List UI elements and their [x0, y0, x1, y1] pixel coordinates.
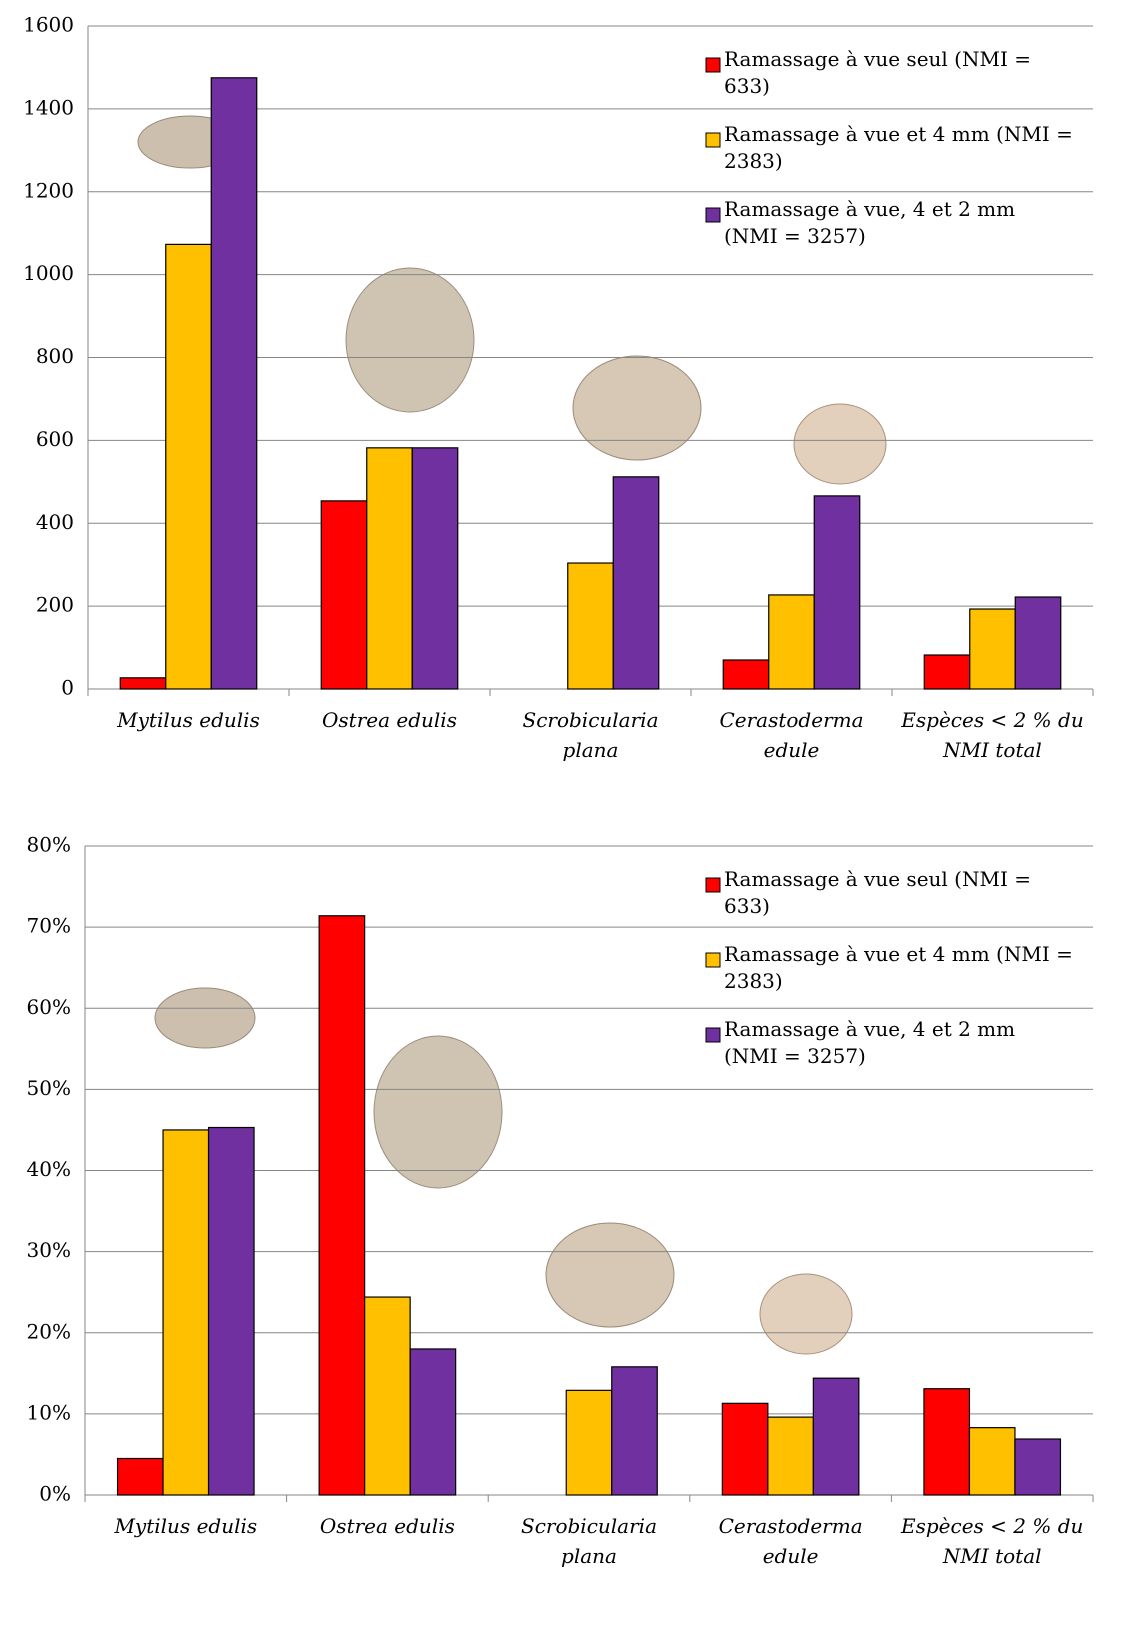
y-tick-label: 1600	[23, 13, 74, 37]
bar	[210, 77, 258, 690]
bar	[767, 1416, 814, 1496]
x-tick-label: Cerastoderma edule	[718, 1514, 863, 1568]
legend-label: Ramassage à vue seul (NMI = 633)	[724, 867, 1031, 918]
bar	[162, 1129, 210, 1496]
legend-label: Ramassage à vue, 4 et 2 mm (NMI = 3257)	[724, 197, 1016, 248]
legend-swatch	[705, 1027, 721, 1043]
legend-swatch	[705, 952, 721, 968]
x-tick-label: Mytilus edulis	[117, 708, 260, 732]
bar	[207, 1126, 255, 1496]
bar	[923, 1388, 971, 1496]
y-tick-label: 600	[36, 427, 74, 451]
legend-label: Ramassage à vue seul (NMI = 633)	[724, 47, 1031, 98]
bar	[923, 654, 971, 690]
bar	[366, 447, 413, 690]
x-tick-label-box: Espèces < 2 % du NMI total	[900, 1514, 1084, 1568]
legend-label: Ramassage à vue, 4 et 2 mm (NMI = 3257)	[724, 1017, 1016, 1068]
y-tick-label: 10%	[27, 1400, 71, 1424]
bar	[567, 562, 614, 690]
bar	[968, 1427, 1016, 1496]
bar	[813, 495, 861, 690]
bar	[1014, 1438, 1062, 1496]
bar	[768, 594, 815, 690]
bar	[611, 1366, 658, 1496]
y-tick-label: 1400	[23, 95, 74, 119]
bar	[565, 1389, 613, 1496]
x-tick-label: Scrobicularia plana	[521, 1514, 657, 1568]
x-tick-label-box: Espèces < 2 % du NMI total	[901, 708, 1084, 762]
bar	[722, 659, 770, 690]
x-tick-label: Espèces < 2 % du NMI total	[900, 1514, 1084, 1568]
legend-label-box: Ramassage à vue et 4 mm (NMI = 2383)	[724, 942, 1073, 993]
legend-swatch	[705, 877, 721, 893]
y-tick-label: 30%	[27, 1238, 71, 1262]
x-tick-label-box: Mytilus edulis	[114, 1514, 258, 1538]
y-tick-label: 60%	[27, 995, 71, 1019]
legend-label-box: Ramassage à vue seul (NMI = 633)	[724, 867, 1031, 918]
legend-label: Ramassage à vue et 4 mm (NMI = 2383)	[724, 942, 1073, 993]
y-tick-label: 1200	[23, 178, 74, 202]
x-tick-label-box: Scrobicularia plana	[522, 708, 659, 762]
y-tick-label: 50%	[27, 1076, 71, 1100]
y-tick-label: 40%	[27, 1157, 71, 1181]
bar	[1014, 596, 1062, 690]
x-tick-label: Ostrea edulis	[319, 1514, 455, 1538]
x-tick-label-box: Cerastoderma edule	[718, 1514, 863, 1568]
y-tick-label: 80%	[27, 833, 71, 857]
plot: 0 200 400 600 800 1000 1200 1400 1600 Mytilus edu…	[23, 13, 1094, 762]
bar	[969, 608, 1016, 690]
bar	[812, 1377, 860, 1496]
y-tick-label: 200	[36, 593, 74, 617]
y-tick-label: 400	[36, 510, 74, 534]
bar	[320, 500, 368, 690]
y-tick-label: 1000	[23, 261, 74, 285]
plot: 0% 10% 20% 30% 40% 50% 60% 70% 80% Mytilus edulis…	[27, 833, 1094, 1568]
legend-swatch	[705, 132, 721, 148]
y-tick-label: 800	[36, 344, 74, 368]
y-tick-label: 20%	[27, 1319, 71, 1343]
bar	[165, 243, 212, 690]
legend-label-box: Ramassage à vue, 4 et 2 mm (NMI = 3257)	[724, 1017, 1016, 1068]
bar	[721, 1402, 769, 1496]
bar	[612, 476, 660, 690]
x-tick-label: Scrobicularia plana	[522, 708, 659, 762]
x-tick-label-box: Cerastoderma edule	[719, 708, 864, 762]
x-tick-label-box: Ostrea edulis	[319, 1514, 455, 1538]
legend-label: Ramassage à vue et 4 mm (NMI = 2383)	[724, 122, 1073, 173]
bar	[411, 447, 459, 690]
y-tick-label: 70%	[27, 914, 71, 938]
x-tick-label: Cerastoderma edule	[719, 708, 864, 762]
legend-swatch	[705, 57, 721, 73]
bar	[318, 915, 366, 1496]
legend-label-box: Ramassage à vue et 4 mm (NMI = 2383)	[724, 122, 1073, 173]
bar	[364, 1296, 411, 1496]
bar	[119, 677, 167, 690]
shell-images	[137, 115, 887, 1355]
legend-label-box: Ramassage à vue seul (NMI = 633)	[724, 47, 1031, 98]
x-tick-label: Ostrea edulis	[322, 708, 457, 732]
x-tick-label: Espèces < 2 % du NMI total	[901, 708, 1084, 762]
legend-label-box: Ramassage à vue, 4 et 2 mm (NMI = 3257)	[724, 197, 1016, 248]
x-tick-label-box: Scrobicularia plana	[521, 1514, 657, 1568]
x-tick-label-box: Mytilus edulis	[117, 708, 260, 732]
legend-swatch	[705, 207, 721, 223]
y-tick-label: 0%	[39, 1482, 71, 1506]
y-tick-label: 0	[61, 676, 74, 700]
x-tick-label: Mytilus edulis	[114, 1514, 258, 1538]
x-tick-label-box: Ostrea edulis	[322, 708, 457, 732]
bar	[409, 1348, 457, 1496]
bar	[116, 1457, 164, 1496]
